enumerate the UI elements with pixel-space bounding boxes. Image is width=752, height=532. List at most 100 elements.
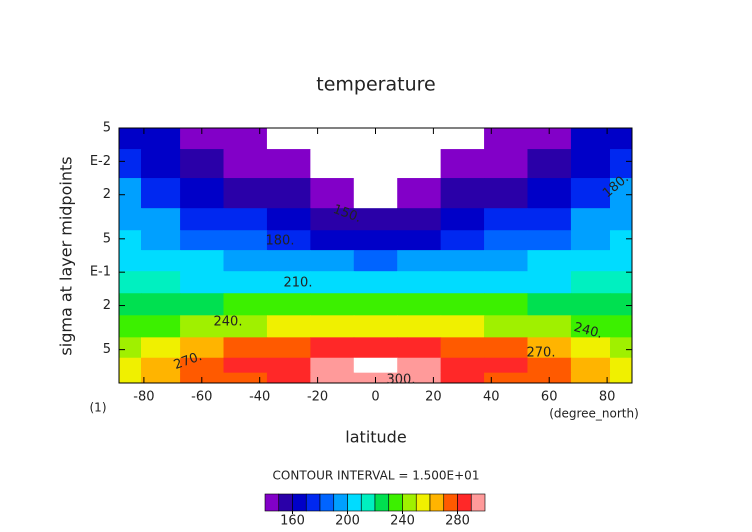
contour-cell [353,250,398,272]
contour-cell [310,178,355,209]
contour-cell [119,128,142,150]
contour-cell [119,250,142,272]
contour-cell [119,230,142,251]
contour-cell [440,315,485,338]
colorbar-tick-label: 200 [335,514,360,529]
contour-cell [609,271,633,294]
contour-cell [397,208,442,231]
contour-cell [570,250,611,272]
chart-title: temperature [316,74,435,96]
contour-cell [397,357,442,374]
contour-cell [223,315,268,338]
x-axis-title: latitude [345,428,406,447]
contour-cell [119,315,142,338]
contour-cell [397,230,442,251]
axes: -80 -60 -40 -20 0 20 40 60 805E-225E-125150.180.… [90,121,633,529]
contour-cell [609,149,633,179]
colorbar-box [319,493,335,512]
colorbar-box [347,493,362,512]
contour-cell [397,315,442,338]
contour-cell [440,293,485,316]
contour-cell [141,337,181,359]
contour-cell [223,128,268,150]
contour-cell [141,271,181,294]
contour-cell [180,230,225,251]
contour-cell [141,128,181,150]
contour-cell [527,293,572,316]
contour-cell [266,293,311,316]
contour-cell [223,357,268,374]
contour-cell [353,337,398,359]
contour-cell [310,337,355,359]
contour-cell [484,315,528,338]
contour-cell [353,271,398,294]
contour-cell [266,149,311,179]
contour-cell [266,337,311,359]
contour-cell [353,178,398,209]
contour-cell [266,372,311,384]
contour-cell [397,149,442,179]
x-tick-label: -60 [191,390,212,405]
contour-cell [223,293,268,316]
contour-cell [527,271,572,294]
y-tick-label: 2 [103,298,111,313]
contour-cell [570,337,611,359]
contour-cell [440,128,485,150]
contour-cell [310,208,355,231]
contour-cell [484,271,528,294]
contour-cell [397,178,442,209]
contour-cell [353,315,398,338]
colorbar-box [388,493,403,512]
contour-cell [353,293,398,316]
contour-cell [266,208,311,231]
contour-cell [570,357,611,374]
colorbar-box [429,493,445,512]
contour-cell [527,357,572,374]
contour-cell [310,357,355,374]
y-tick-label: 5 [103,231,111,246]
contour-cell [223,271,268,294]
colorbar-box [470,493,486,512]
contour-cell [484,208,528,231]
contour-cell [310,250,355,272]
contour-cell [484,230,528,251]
contour-cell [609,315,633,338]
contour-cell [119,178,142,209]
y-tick-label: 2 [103,187,111,202]
colorbar-box [402,493,417,512]
contour-cell [223,337,268,359]
contour-label: 210. [284,276,313,291]
y-axis-title: sigma at layer midpoints [57,156,76,355]
contour-cell [141,250,181,272]
colorbar-box [305,493,321,512]
contour-cell [484,149,528,179]
contour-cell [266,128,311,150]
contour-cell [223,230,268,251]
contour-label: 180. [266,234,295,249]
contour-cell [484,250,528,272]
contour-label: 300. [387,373,416,388]
contour-cell [440,149,485,179]
contour-cell [570,293,611,316]
x-units: (degree_north) [549,407,639,421]
contour-cell [310,372,355,384]
contour-cell [141,372,181,384]
contour-cell [141,149,181,179]
contour-cell [180,250,225,272]
colorbar-tick-label: 280 [445,514,470,529]
contour-cell [609,178,633,209]
contour-cell [484,178,528,209]
contour-cell [119,293,142,316]
contour-cell [484,372,528,384]
contour-cell [119,337,142,359]
contour-cell [141,230,181,251]
colorbar-box [333,493,348,512]
contour-cell [527,250,572,272]
contour-cell [353,208,398,231]
contour-cell [527,337,572,359]
x-tick-label: 0 [371,390,379,405]
contour-cell [484,337,528,359]
y-units: (1) [90,401,107,415]
contour-cell [609,208,633,231]
